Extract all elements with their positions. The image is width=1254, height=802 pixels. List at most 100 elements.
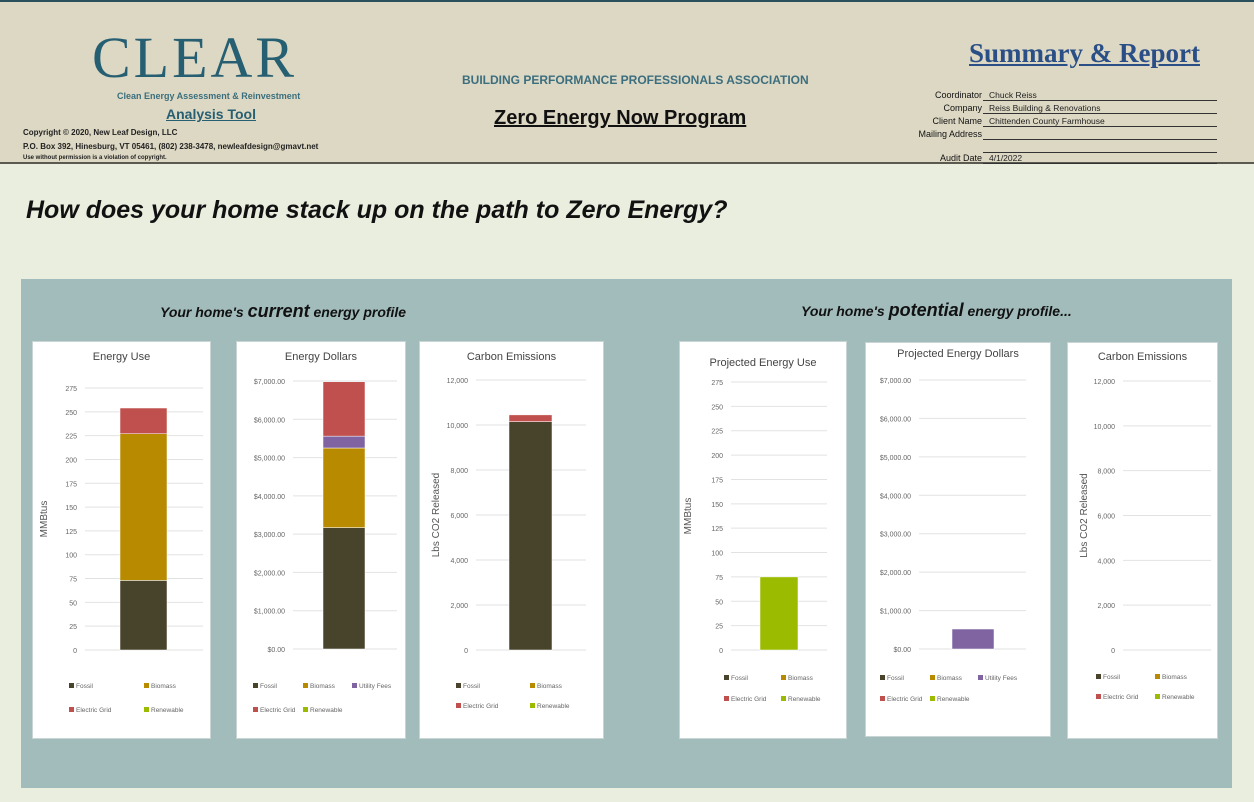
y-tick-label: 12,000 xyxy=(1094,379,1116,386)
legend-label: Biomass xyxy=(1162,674,1188,681)
legend-label: Fossil xyxy=(463,683,481,690)
bar-segment-electric-grid xyxy=(119,407,168,434)
legend-label: Biomass xyxy=(937,675,963,682)
bar-segment-utility-fees xyxy=(322,435,366,449)
y-tick-label: 225 xyxy=(65,434,77,441)
legend-label: Fossil xyxy=(887,675,905,682)
chart-title: Energy Use xyxy=(92,351,151,363)
y-tick-label: $6,000.00 xyxy=(880,416,911,423)
report-header: CLEAR Clean Energy Assessment & Reinvest… xyxy=(0,0,1254,164)
bar-segment-biomass xyxy=(119,433,168,581)
chart-title: Projected Energy Dollars xyxy=(897,348,1019,360)
y-tick-label: 200 xyxy=(65,457,77,464)
legend-label: Fossil xyxy=(260,683,278,690)
y-tick-label: 4,000 xyxy=(1097,558,1115,565)
legend-swatch xyxy=(456,683,461,688)
y-tick-label: 8,000 xyxy=(450,468,468,475)
chart-title: Energy Dollars xyxy=(284,351,358,363)
y-tick-label: 125 xyxy=(711,526,723,533)
page-question: How does your home stack up on the path … xyxy=(26,196,728,224)
field-value: Reiss Building & Renovations xyxy=(983,103,1217,114)
chart-card: Carbon Emissions 0 2,000 4,000 6,000 8,000 10,… xyxy=(1067,342,1218,739)
legend-swatch xyxy=(69,683,74,688)
title-prefix: Your home's xyxy=(801,303,889,319)
y-tick-label: 25 xyxy=(69,624,77,631)
y-tick-label: 200 xyxy=(711,453,723,460)
copyright: Copyright © 2020, New Leaf Design, LLC xyxy=(23,128,178,137)
legend-label: Fossil xyxy=(1103,674,1121,681)
legend-label: Electric Grid xyxy=(1103,694,1139,701)
y-tick-label: 6,000 xyxy=(450,513,468,520)
y-tick-label: 100 xyxy=(65,553,77,560)
y-tick-label: 4,000 xyxy=(450,558,468,565)
y-tick-label: 150 xyxy=(711,502,723,509)
legend-swatch xyxy=(781,696,786,701)
bar-segment-utility-fees xyxy=(951,628,995,650)
legend-label: Electric Grid xyxy=(260,707,296,714)
y-tick-label: 0 xyxy=(1111,648,1115,655)
legend-label: Renewable xyxy=(788,696,821,703)
legend-swatch xyxy=(781,675,786,680)
y-tick-label: $4,000.00 xyxy=(254,494,285,501)
legend-swatch xyxy=(880,675,885,680)
y-tick-label: $3,000.00 xyxy=(254,532,285,539)
bar-segment-renewable xyxy=(759,576,799,651)
chart-svg: 0 2,000 4,000 6,000 8,000 10,000 12,000 Lbs CO2… xyxy=(431,378,586,710)
chart-card: Projected Energy Dollars $0.00 $1,000.00 $2… xyxy=(865,342,1051,737)
legend-swatch xyxy=(144,683,149,688)
chart-svg: $0.00 $1,000.00 $2,000.00 $3,000.00 $4,000.0… xyxy=(253,379,397,714)
chart-title: Projected Energy Use xyxy=(709,357,817,369)
y-tick-label: 50 xyxy=(715,599,723,606)
legend-label: Utility Fees xyxy=(985,675,1018,682)
y-tick-label: $1,000.00 xyxy=(254,609,285,616)
y-tick-label: $7,000.00 xyxy=(254,379,285,386)
legend-label: Biomass xyxy=(788,675,814,682)
field-value xyxy=(983,129,1217,140)
legend-swatch xyxy=(253,707,258,712)
legend-label: Electric Grid xyxy=(76,707,112,714)
legend-swatch xyxy=(978,675,983,680)
title-prefix: Your home's xyxy=(160,304,248,320)
association-name: BUILDING PERFORMANCE PROFESSIONALS ASSOC… xyxy=(462,73,809,87)
legend-label: Electric Grid xyxy=(731,696,767,703)
y-tick-label: 0 xyxy=(73,648,77,655)
legend-label: Biomass xyxy=(537,683,563,690)
y-tick-label: 2,000 xyxy=(450,603,468,610)
legend-label: Renewable xyxy=(937,696,970,703)
field-label: Client Name xyxy=(932,116,982,126)
legend-label: Renewable xyxy=(537,703,570,710)
legend-swatch xyxy=(724,675,729,680)
bar-segment-electric-grid xyxy=(322,381,366,437)
y-tick-label: 175 xyxy=(65,481,77,488)
y-tick-label: $3,000.00 xyxy=(880,532,911,539)
field-value xyxy=(983,142,1217,153)
y-tick-label: $4,000.00 xyxy=(880,493,911,500)
field-value: Chuck Reiss xyxy=(983,90,1217,101)
y-tick-label: $2,000.00 xyxy=(254,570,285,577)
y-tick-label: 12,000 xyxy=(447,378,469,385)
y-tick-label: 175 xyxy=(711,477,723,484)
y-tick-label: 100 xyxy=(711,551,723,558)
legend-label: Electric Grid xyxy=(463,703,499,710)
title-suffix: energy profile... xyxy=(963,303,1072,319)
potential-profile-title: Your home's potential energy profile... xyxy=(801,300,1072,321)
y-tick-label: $5,000.00 xyxy=(880,455,911,462)
legend-label: Renewable xyxy=(1162,694,1195,701)
y-axis-label: Lbs CO2 Released xyxy=(1079,473,1090,558)
y-tick-label: 225 xyxy=(711,429,723,436)
y-tick-label: $7,000.00 xyxy=(880,378,911,385)
legend-swatch xyxy=(1155,674,1160,679)
legend-swatch xyxy=(1096,674,1101,679)
address: P.O. Box 392, Hinesburg, VT 05461, (802)… xyxy=(23,142,319,151)
field-label: Mailing Address xyxy=(918,129,982,139)
y-tick-label: $5,000.00 xyxy=(254,456,285,463)
y-tick-label: $0.00 xyxy=(893,647,911,654)
chart-svg: $0.00 $1,000.00 $2,000.00 $3,000.00 $4,000.0… xyxy=(880,378,1026,703)
current-profile-title: Your home's current energy profile xyxy=(160,301,406,322)
program-name: Zero Energy Now Program xyxy=(494,107,747,129)
y-tick-label: 6,000 xyxy=(1097,514,1115,521)
y-tick-label: 150 xyxy=(65,505,77,512)
field-label: Company xyxy=(943,103,982,113)
y-tick-label: 50 xyxy=(69,600,77,607)
title-suffix: energy profile xyxy=(309,304,407,320)
